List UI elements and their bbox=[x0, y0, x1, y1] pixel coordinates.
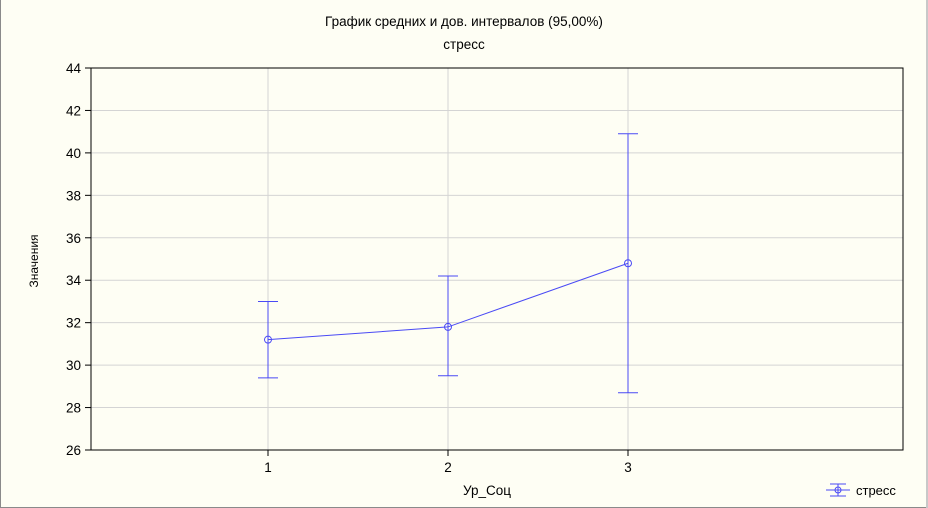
y-tick-label: 36 bbox=[66, 231, 81, 246]
legend-point bbox=[834, 486, 842, 494]
series-stress bbox=[258, 133, 638, 394]
y-tick-label: 26 bbox=[66, 443, 81, 458]
y-axis-label: Значения bbox=[27, 234, 41, 287]
plot-area bbox=[90, 67, 904, 451]
mean-point bbox=[264, 335, 272, 344]
y-tick-label: 42 bbox=[66, 103, 81, 118]
grid-lines bbox=[91, 68, 903, 450]
legend-marker bbox=[826, 483, 850, 497]
y-tick-label: 30 bbox=[66, 358, 81, 373]
x-tick-label: 2 bbox=[444, 460, 452, 475]
legend: стресс bbox=[826, 483, 896, 498]
x-axis-label: Ур_Соц bbox=[463, 483, 511, 498]
y-tick-label: 32 bbox=[66, 316, 81, 331]
mean-point bbox=[624, 259, 632, 268]
legend-label: стресс bbox=[856, 483, 896, 498]
chart-title: График средних и дов. интервалов (95,00%… bbox=[325, 14, 603, 29]
y-tick-label: 38 bbox=[66, 188, 81, 203]
x-tick-label: 3 bbox=[624, 460, 632, 475]
chart-subtitle: стресс bbox=[443, 37, 485, 52]
x-axis: 1 2 3 bbox=[264, 450, 632, 475]
y-tick-label: 44 bbox=[66, 61, 82, 76]
y-axis: 26 28 30 32 34 36 38 40 42 44 bbox=[66, 61, 91, 458]
frame-edge bbox=[926, 0, 928, 508]
y-tick-label: 40 bbox=[66, 146, 81, 161]
mean-point bbox=[444, 322, 452, 331]
y-tick-label: 34 bbox=[66, 273, 82, 288]
x-tick-label: 1 bbox=[264, 460, 272, 475]
y-tick-label: 28 bbox=[66, 401, 81, 416]
